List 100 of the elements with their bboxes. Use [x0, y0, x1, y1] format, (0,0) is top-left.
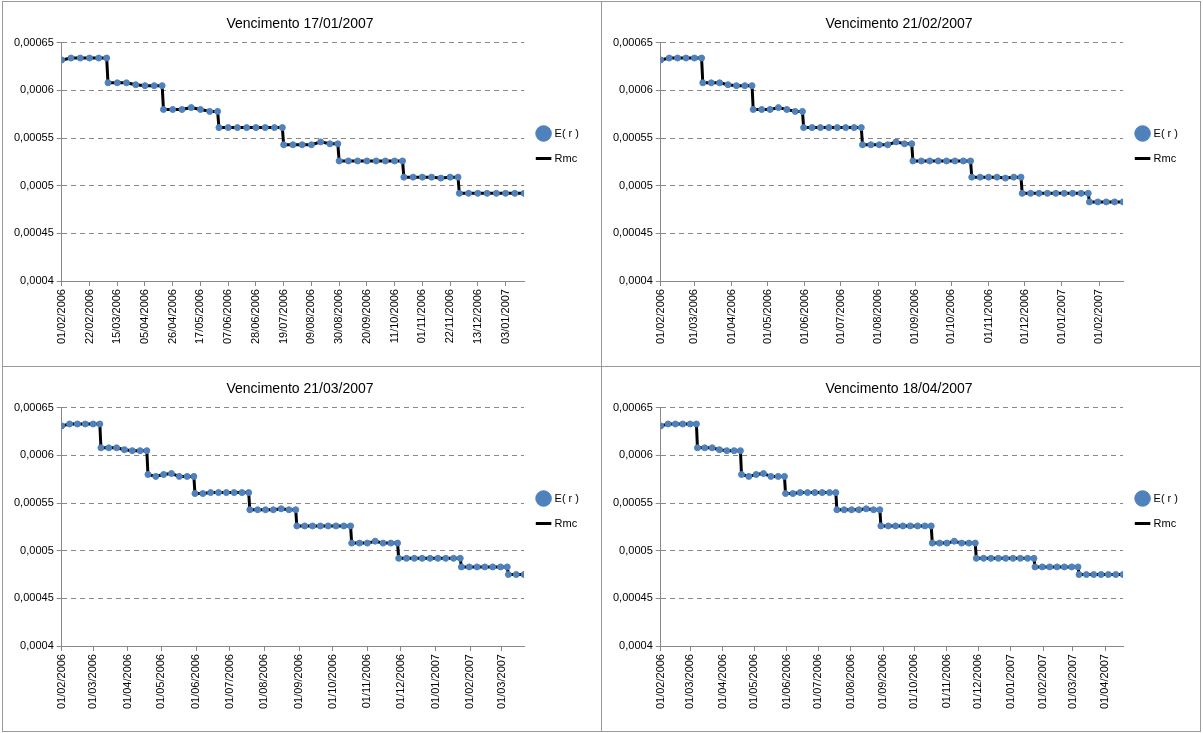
chart-title: Vencimento 17/01/2007: [226, 15, 374, 32]
x-tick-label: 15/03/2006: [110, 289, 123, 345]
point: [122, 79, 130, 87]
x-tick-label: 09/08/2006: [304, 289, 317, 345]
y-tick-label: 0,0004: [20, 639, 54, 652]
y-tick-label: 0,00055: [613, 496, 653, 509]
x-tick-label: 01/02/2007: [1092, 289, 1105, 345]
legend-label: Rmc: [1153, 151, 1177, 164]
point: [150, 82, 158, 90]
point: [511, 189, 519, 197]
x-tick-label: 01/07/2006: [811, 654, 824, 710]
x-tick-label: 01/04/2006: [120, 654, 133, 710]
x-tick-label: 01/09/2006: [292, 654, 305, 710]
point: [215, 124, 223, 132]
point: [363, 157, 371, 165]
point: [307, 141, 315, 149]
legend-label: Rmc: [1153, 516, 1177, 529]
point: [270, 124, 278, 132]
point: [278, 124, 286, 132]
x-tick-label: 01/02/2006: [653, 654, 666, 710]
point: [418, 173, 426, 181]
point: [465, 189, 473, 197]
point: [391, 157, 399, 165]
y-tick-label: 0,0006: [619, 448, 653, 461]
x-tick-label: 01/11/2006: [415, 289, 428, 344]
x-tick-label: 19/07/2006: [276, 289, 289, 345]
point: [326, 140, 334, 148]
x-tick-label: 01/04/2006: [724, 289, 737, 345]
y-tick-label: 0,00065: [613, 400, 653, 413]
legend-label: E( r ): [1153, 126, 1179, 139]
point: [158, 82, 166, 90]
x-tick-label: 11/10/2006: [387, 289, 400, 344]
point: [354, 157, 362, 165]
point: [103, 54, 111, 62]
point: [289, 141, 297, 149]
x-tick-label: 01/02/2006: [54, 654, 67, 710]
x-tick-label: 01/07/2006: [833, 289, 846, 345]
y-tick-label: 0,00045: [613, 591, 653, 604]
point: [455, 189, 463, 197]
point: [67, 54, 75, 62]
point: [446, 173, 454, 181]
x-tick-label: 01/10/2006: [944, 289, 957, 345]
x-tick-label: 01/03/2006: [683, 654, 696, 710]
x-tick-label: 01/05/2006: [154, 654, 167, 710]
point: [261, 124, 269, 132]
x-tick-label: 01/03/2007: [494, 654, 507, 710]
x-tick-label: 01/08/2006: [843, 654, 856, 710]
legend-label: E( r ): [554, 491, 580, 504]
y-tick-label: 0,0004: [619, 274, 653, 287]
x-tick-label: 01/09/2006: [876, 654, 889, 710]
x-tick-label: 01/04/2007: [1098, 654, 1111, 710]
y-tick-label: 0,0005: [20, 178, 54, 191]
point: [474, 189, 482, 197]
chart-title: Vencimento 21/03/2007: [226, 380, 374, 397]
y-tick-label: 0,00065: [14, 35, 54, 48]
y-tick-label: 0,00055: [14, 131, 54, 144]
y-tick-label: 0,00065: [14, 400, 54, 413]
point: [113, 79, 121, 87]
y-tick-label: 0,00065: [613, 35, 653, 48]
x-tick-label: 01/02/2006: [653, 289, 666, 345]
point: [196, 106, 204, 113]
x-tick-label: 01/12/2006: [971, 654, 984, 710]
x-tick-label: 03/01/2007: [498, 289, 511, 345]
x-tick-label: 01/01/2007: [428, 654, 441, 710]
x-tick-label: 01/02/2006: [54, 289, 67, 345]
y-tick-label: 0,0006: [20, 83, 54, 96]
point: [381, 157, 389, 165]
point: [428, 173, 436, 181]
y-tick-label: 0,0004: [619, 639, 653, 652]
point: [243, 124, 251, 132]
x-tick-label: 01/12/2006: [1017, 289, 1030, 345]
point: [252, 124, 260, 132]
point: [159, 106, 167, 113]
x-tick-label: 17/05/2006: [193, 289, 206, 345]
x-tick-label: 22/11/2006: [443, 289, 456, 344]
point: [214, 107, 222, 115]
point: [483, 189, 491, 197]
x-tick-label: 01/01/2007: [1003, 654, 1016, 710]
point: [86, 54, 93, 62]
point: [280, 141, 288, 149]
point: [409, 173, 417, 181]
x-tick-label: 01/10/2006: [907, 654, 920, 710]
y-tick-label: 0,0006: [619, 83, 653, 96]
y-tick-label: 0,00045: [14, 226, 54, 239]
x-tick-label: 01/10/2006: [325, 654, 338, 710]
point: [437, 174, 445, 182]
y-tick-label: 0,0005: [20, 543, 54, 556]
y-tick-label: 0,00045: [613, 226, 653, 239]
x-tick-label: 01/02/2007: [463, 654, 476, 710]
legend-label: E( r ): [1153, 491, 1179, 504]
y-tick-label: 0,0005: [619, 543, 653, 556]
point: [334, 140, 342, 148]
x-tick-label: 26/04/2006: [165, 289, 178, 345]
x-tick-label: 01/05/2006: [760, 289, 773, 345]
x-tick-label: 01/03/2006: [86, 654, 99, 710]
x-tick-label: 05/04/2006: [138, 289, 151, 345]
x-tick-label: 01/06/2006: [779, 654, 792, 710]
point: [104, 79, 112, 87]
point: [95, 54, 103, 62]
chart-title: Vencimento 18/04/2007: [825, 380, 973, 397]
